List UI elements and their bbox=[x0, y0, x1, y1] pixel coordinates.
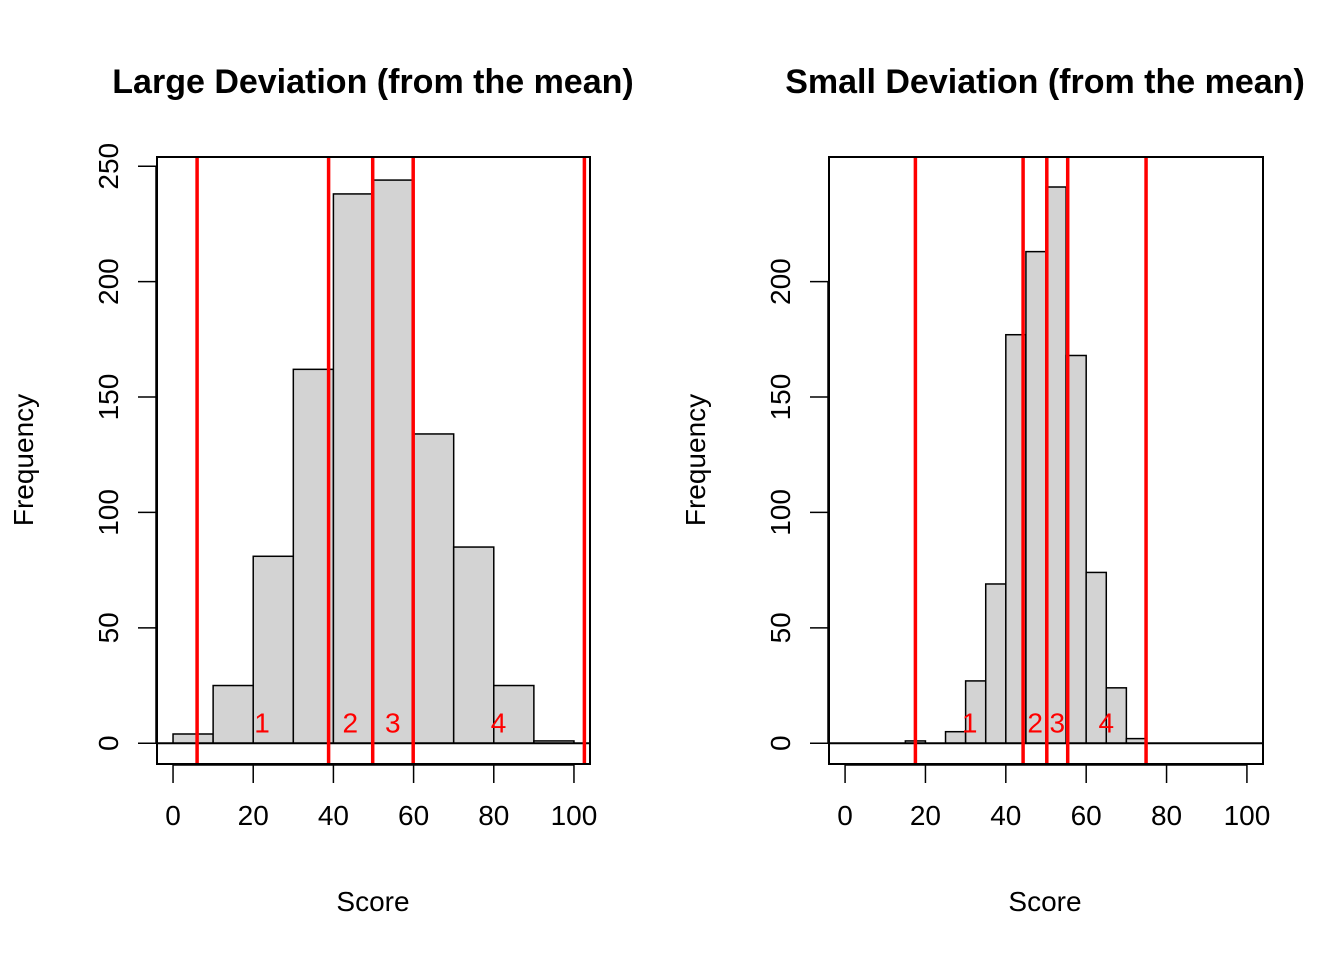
panel-large-deviation: Large Deviation (from the mean) Score Fr… bbox=[8, 63, 634, 917]
y-tick-label: 50 bbox=[765, 612, 796, 643]
panel-title: Large Deviation (from the mean) bbox=[112, 63, 633, 101]
plot-frame bbox=[156, 156, 591, 765]
panel-title: Small Deviation (from the mean) bbox=[785, 63, 1305, 101]
histogram-bar bbox=[372, 179, 415, 744]
y-tick-label: 150 bbox=[765, 374, 796, 421]
y-tick-label: 100 bbox=[765, 489, 796, 536]
x-tick-label: 40 bbox=[990, 800, 1021, 831]
histogram-bar bbox=[984, 583, 1007, 744]
region-label: 3 bbox=[1049, 707, 1065, 738]
region-label: 2 bbox=[1027, 707, 1043, 738]
x-tick-label: 80 bbox=[478, 800, 509, 831]
histogram-bar bbox=[332, 193, 375, 744]
histogram-bar bbox=[212, 684, 254, 744]
region-label: 1 bbox=[254, 707, 270, 738]
histogram-bar bbox=[1025, 250, 1047, 744]
region-label: 4 bbox=[491, 707, 507, 738]
x-tick-label: 0 bbox=[837, 800, 853, 831]
x-tick-label: 100 bbox=[1224, 800, 1271, 831]
x-tick-label: 40 bbox=[318, 800, 349, 831]
y-tick-label: 0 bbox=[93, 735, 124, 751]
plot-frame bbox=[828, 156, 1264, 765]
x-tick-label: 60 bbox=[1071, 800, 1102, 831]
region-label: 4 bbox=[1098, 707, 1114, 738]
x-tick-label: 60 bbox=[398, 800, 429, 831]
x-tick-label: 100 bbox=[551, 800, 598, 831]
y-axis-label: Frequency bbox=[8, 394, 39, 526]
panel-small-deviation: Small Deviation (from the mean) Score Fr… bbox=[680, 63, 1305, 917]
x-axis-label: Score bbox=[336, 886, 409, 917]
histogram-bar bbox=[412, 433, 455, 744]
y-axis-label: Frequency bbox=[680, 394, 711, 526]
y-tick-label: 200 bbox=[765, 258, 796, 305]
histogram-bar bbox=[172, 733, 214, 744]
y-tick-label: 250 bbox=[93, 143, 124, 190]
histogram-bar bbox=[1045, 186, 1067, 744]
histogram-bar bbox=[452, 546, 495, 744]
x-tick-label: 80 bbox=[1151, 800, 1182, 831]
y-tick-label: 50 bbox=[93, 612, 124, 643]
y-tick-label: 200 bbox=[93, 258, 124, 305]
histogram-bar bbox=[252, 555, 295, 744]
y-tick-label: 0 bbox=[765, 735, 796, 751]
x-tick-label: 20 bbox=[238, 800, 269, 831]
x-tick-label: 0 bbox=[165, 800, 181, 831]
region-label: 1 bbox=[962, 707, 978, 738]
y-tick-label: 150 bbox=[93, 374, 124, 421]
region-label: 3 bbox=[385, 707, 401, 738]
x-tick-label: 20 bbox=[910, 800, 941, 831]
y-tick-label: 100 bbox=[93, 489, 124, 536]
x-axis-label: Score bbox=[1008, 886, 1081, 917]
region-label: 2 bbox=[342, 707, 358, 738]
